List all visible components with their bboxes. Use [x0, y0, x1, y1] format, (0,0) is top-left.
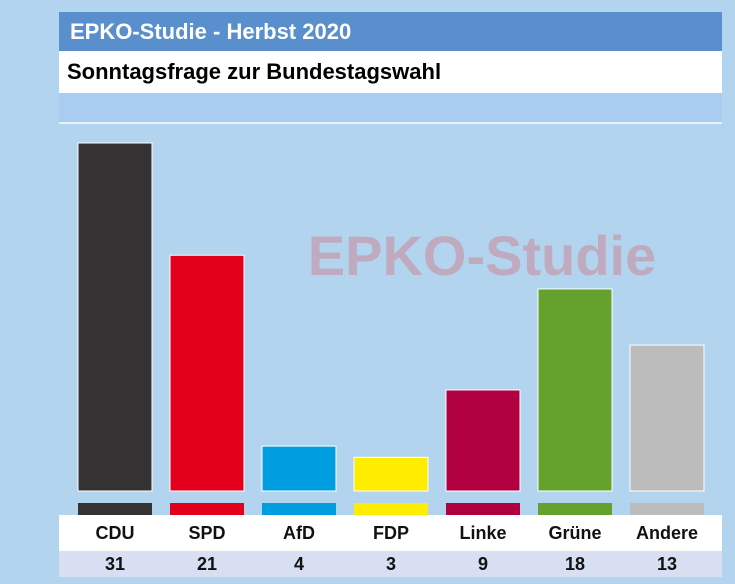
bar-cdu — [77, 142, 153, 492]
color-key-andere — [630, 503, 704, 515]
watermark-text: EPKO-Studie — [308, 224, 656, 287]
value-label-gr-ne: 18 — [564, 554, 586, 574]
category-label-spd: SPD — [188, 523, 226, 543]
color-key-linke — [446, 503, 520, 515]
color-key-spd — [170, 503, 244, 515]
bar-afd — [261, 445, 337, 492]
color-key-gr-ne — [538, 503, 612, 515]
category-label-linke: Linke — [459, 523, 507, 543]
category-label-fdp: FDP — [373, 523, 409, 543]
bar-gr-ne — [537, 288, 613, 492]
value-labels-row: 31 21 4 3 9 18 13 — [59, 551, 722, 577]
color-key-afd — [262, 503, 336, 515]
category-label-andere: Andere — [635, 523, 698, 543]
header-divider — [59, 122, 722, 124]
value-label-andere: 13 — [656, 554, 678, 574]
value-label-afd: 4 — [293, 554, 304, 574]
value-label-fdp: 3 — [385, 554, 396, 574]
category-labels-row: CDU SPD AfD FDP Linke Grüne Andere — [59, 515, 722, 551]
value-label-cdu: 31 — [104, 554, 126, 574]
value-label-linke: 9 — [477, 554, 488, 574]
chart-header-title: EPKO-Studie - Herbst 2020 — [59, 12, 722, 51]
bars-group — [77, 142, 705, 515]
bar-andere — [629, 344, 705, 492]
bar-fdp — [353, 456, 429, 492]
color-key-cdu — [78, 503, 152, 515]
color-key-fdp — [354, 503, 428, 515]
bar-spd — [169, 254, 245, 492]
header-spacer-band — [59, 93, 722, 122]
category-label-afd: AfD — [283, 523, 315, 543]
bar-linke — [445, 389, 521, 492]
category-label-gr-ne: Grüne — [548, 523, 602, 543]
chart-subtitle: Sonntagsfrage zur Bundestagswahl — [59, 51, 722, 93]
value-label-spd: 21 — [196, 554, 218, 574]
category-label-cdu: CDU — [95, 523, 135, 543]
